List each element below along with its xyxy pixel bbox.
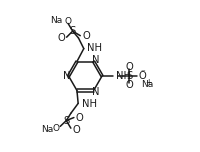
Text: Na: Na: [40, 125, 53, 134]
Text: O: O: [138, 71, 145, 81]
Text: N: N: [91, 87, 99, 97]
Text: S: S: [69, 26, 75, 36]
Text: NH: NH: [82, 99, 96, 109]
Text: O: O: [72, 125, 80, 135]
Text: O: O: [57, 33, 64, 43]
Text: N: N: [91, 55, 99, 65]
Text: NH: NH: [86, 43, 101, 53]
Text: N: N: [63, 71, 70, 81]
Text: O: O: [52, 124, 59, 133]
Text: O: O: [64, 17, 71, 26]
Text: O: O: [82, 31, 89, 41]
Text: O: O: [125, 62, 132, 72]
Text: S: S: [125, 71, 132, 81]
Text: NH: NH: [115, 71, 130, 81]
Text: Na: Na: [141, 80, 153, 89]
Text: Na: Na: [50, 16, 62, 25]
Text: O: O: [75, 112, 83, 123]
Text: O: O: [125, 80, 132, 90]
Text: S: S: [63, 116, 69, 126]
Text: ⁻: ⁻: [140, 69, 145, 78]
Text: +: +: [144, 78, 151, 87]
